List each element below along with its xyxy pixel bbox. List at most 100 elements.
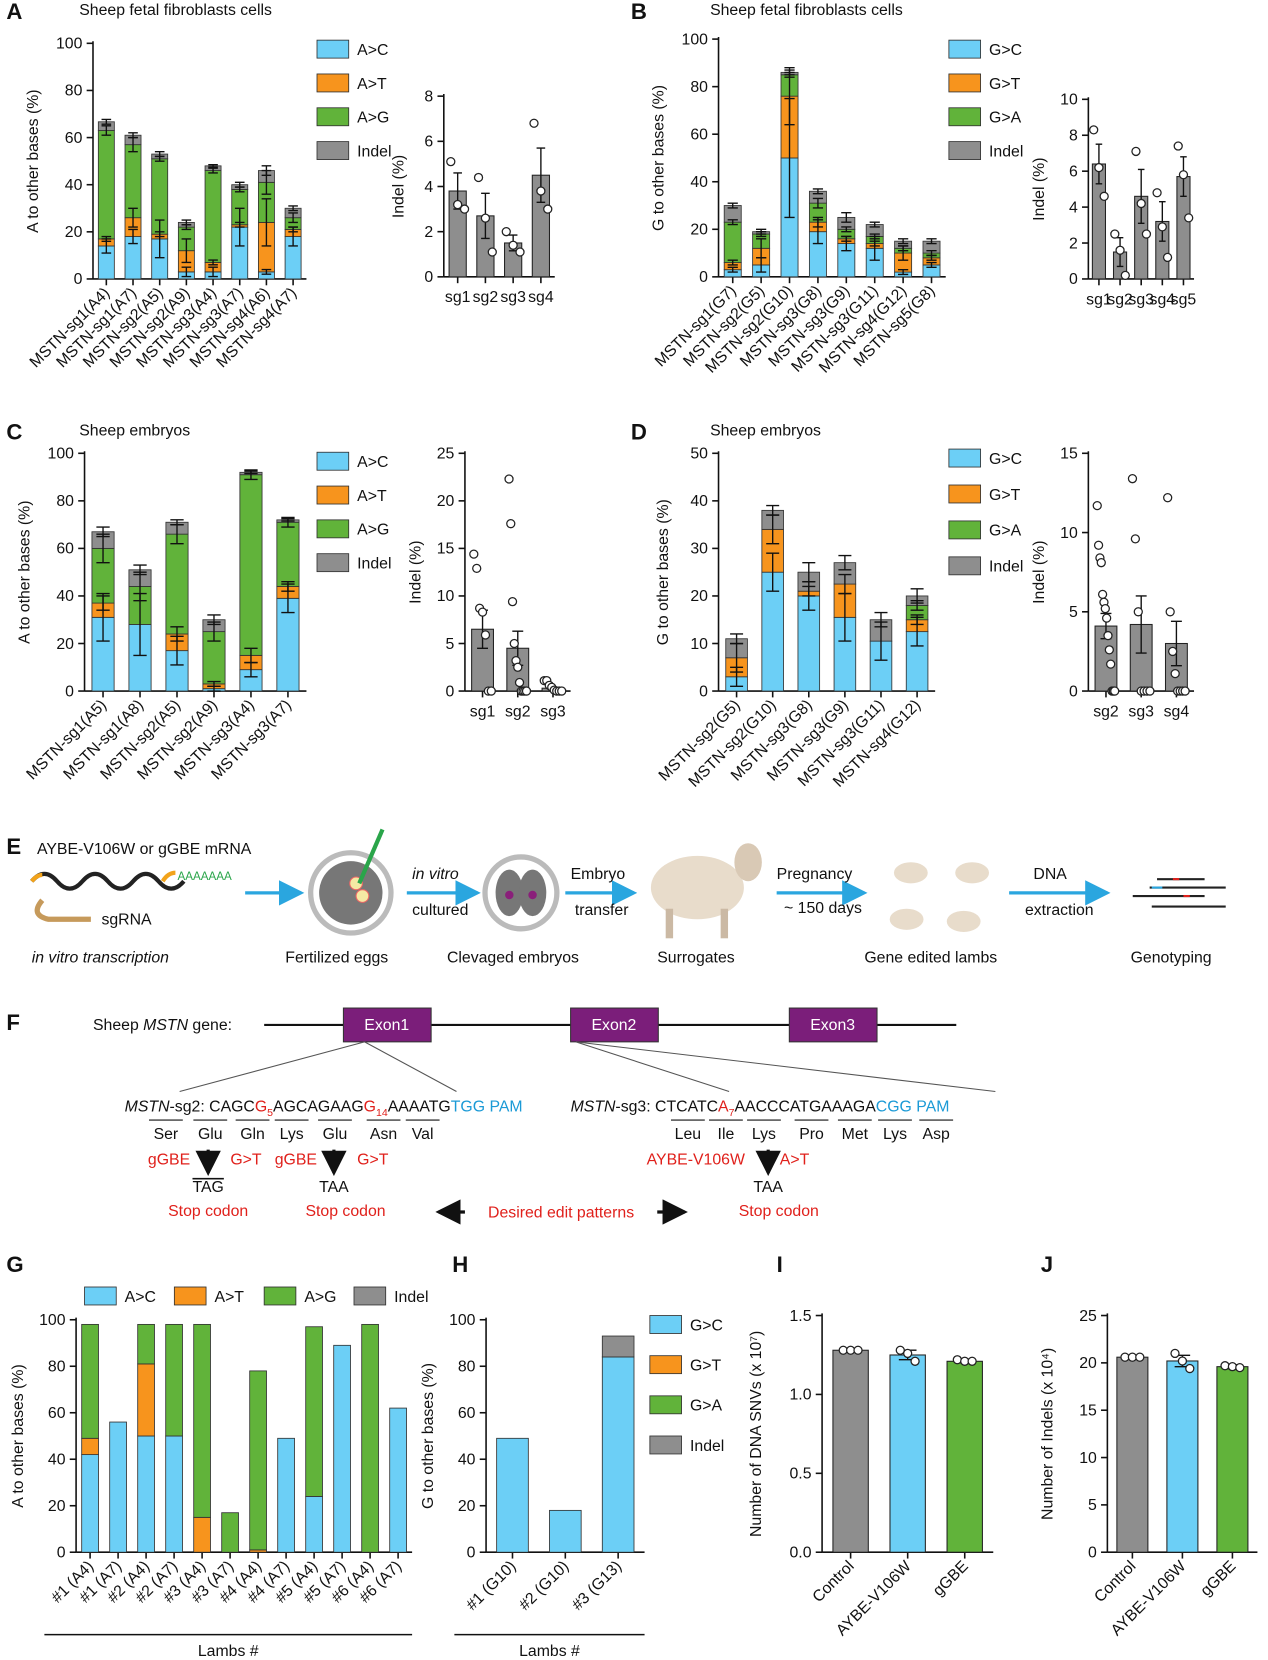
y-axis-label: Indel (%) [1031,541,1048,604]
bar-segment [137,1363,155,1437]
gene-label: Sheep MSTN gene: [93,1017,232,1034]
error-bar [244,647,258,664]
bar-segment [124,144,142,219]
x-tick-label: Control [810,1558,858,1606]
x-tick-label: sg4 [528,289,554,306]
legend-label: G>T [989,487,1021,504]
error-bar [181,266,192,278]
data-point [1135,1352,1145,1362]
bar-segment [333,1344,351,1553]
x-axis-label: Lambs # [519,1643,580,1660]
y-tick-label: 30 [690,541,708,558]
legend-label: Indel [690,1438,724,1455]
error-bar [234,181,245,188]
y-tick-label: 6 [424,134,433,151]
codon: TAG [192,1179,223,1196]
y-tick-label: 0 [467,1545,476,1562]
data-point [1145,686,1155,696]
editor: AYBE-V106W [647,1151,745,1168]
data-point [1089,125,1099,135]
editor: gGBE [275,1151,317,1168]
lambs-label: Gene edited lambs [864,950,997,967]
mrna-label: AYBE-V106W or gGBE mRNA [37,841,252,858]
y-tick-label: 2 [1069,235,1078,252]
y-tick-label: 60 [48,1405,66,1422]
data-point [1131,146,1141,157]
y-tick-label: 25 [1079,1308,1097,1325]
error-bar [181,238,192,264]
dna-label: DNA [1033,866,1067,883]
x-tick-label: #1 (G10) [463,1558,519,1614]
surrogates-label: Surrogates [657,950,735,967]
pronucleus [355,889,370,903]
genotyping-label: Genotyping [1131,950,1212,967]
legend-label: A>C [125,1289,156,1306]
error-bar [869,233,880,240]
data-point [1133,607,1143,617]
panel-letter: E [6,834,21,859]
error-bar [234,221,245,228]
change: G>T [357,1151,389,1168]
data-point [1235,1362,1245,1373]
change: A>T [780,1151,810,1168]
codon-label: Met [842,1126,869,1143]
y-tick-label: 0 [1069,683,1078,700]
exon-label: Exon2 [591,1017,636,1034]
legend-label: G>A [690,1398,723,1415]
bar [1216,1366,1249,1553]
data-point [507,597,518,607]
data-point [543,204,553,214]
chart-title: Sheep fetal fibroblasts cells [79,2,272,19]
legend-swatch [173,1286,207,1306]
legend-label: G>C [690,1317,723,1334]
data-point [1110,229,1120,239]
error-bar [784,69,795,76]
data-point [1162,252,1173,263]
legend-label: Indel [357,143,391,160]
charts: A Sheep fetal fibroblasts cells0204060801… [6,0,1258,1660]
error-bar [261,165,272,176]
x-tick-label: gGBE [1198,1558,1240,1600]
legend-swatch [649,1355,682,1375]
data-point [1115,245,1125,255]
data-point [1093,540,1104,550]
y-tick-label: 6 [1069,163,1078,180]
sg2-sequence: MSTN-sg2: CAGCG5AGCAGAAGG14AAAATGTGG PAM [125,1099,523,1119]
data-point [1180,686,1190,696]
bar-segment [221,1512,239,1553]
error-bar [96,526,110,538]
y-tick-label: 0.0 [790,1545,812,1562]
y-tick-label: 40 [690,493,708,510]
y-axis-label: Indel (%) [1031,157,1048,220]
y-tick-label: 0 [446,683,455,700]
y-tick-label: 0 [1088,1545,1097,1562]
y-tick-label: 0 [74,271,83,288]
legend-swatch [353,1286,387,1306]
codons: Ser Glu Gln Lys Glu Asn Val Leu Ile Lys Pro Met Lys A… [148,1119,954,1143]
codon: TAA [753,1179,783,1196]
error-bar [926,238,937,245]
panel-letter: J [1041,1252,1053,1277]
bar-segment [723,221,742,264]
pregnancy-label: ~ 150 days [784,900,862,917]
y-tick-label: 0 [1069,271,1078,288]
y-tick-label: 20 [690,222,708,239]
error-bar [838,554,852,571]
error-bar [898,245,909,252]
y-tick-label: 15 [437,541,455,558]
y-tick-label: 25 [437,446,455,463]
data-point [1130,534,1141,544]
bar-segment [389,1407,407,1553]
panel-letter: I [777,1252,783,1277]
y-tick-label: 80 [56,493,74,510]
codon-label: Lys [752,1126,776,1143]
codon-label: Gln [240,1126,265,1143]
error-bar [869,221,880,228]
error-bar [802,585,816,597]
codon-label: Ile [718,1126,735,1143]
pregnancy-label: Pregnancy [777,866,853,883]
error-bar [812,216,824,228]
data-point [1184,213,1194,223]
error-bar [154,231,165,238]
error-bar [208,259,218,266]
